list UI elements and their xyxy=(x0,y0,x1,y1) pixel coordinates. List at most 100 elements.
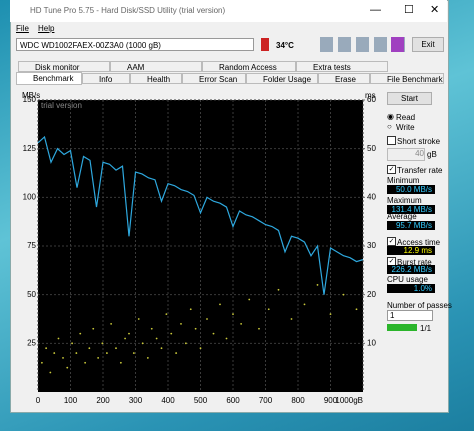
y-tick-label: 125 xyxy=(23,144,37,153)
y2-tick-label: 40 xyxy=(367,192,376,201)
transfer-checkbox[interactable]: ✓ xyxy=(387,165,396,174)
access-point xyxy=(137,318,140,320)
access-point xyxy=(355,308,358,311)
progress-bar xyxy=(387,324,417,331)
access-point xyxy=(141,342,144,345)
tab[interactable]: Health xyxy=(130,73,182,84)
access-point xyxy=(45,347,48,350)
access-point xyxy=(219,303,221,306)
access-point xyxy=(329,313,332,316)
temperature: 34°C xyxy=(276,41,294,50)
min-button[interactable]: — xyxy=(370,4,381,16)
y2-tick-label: 20 xyxy=(367,290,376,299)
access-point xyxy=(101,342,104,345)
write-label: Write xyxy=(396,123,415,132)
access-point xyxy=(84,361,87,364)
access-point xyxy=(290,318,293,320)
access-point xyxy=(71,342,74,345)
tab[interactable]: Benchmark xyxy=(16,72,82,85)
title-bar xyxy=(10,0,447,22)
x-tick-label: 100 xyxy=(64,396,78,405)
x-tick-label: 500 xyxy=(194,396,208,405)
minimum-value: 50.0 MB/s xyxy=(387,185,435,194)
x-tick-label: 400 xyxy=(161,396,175,405)
access-point xyxy=(303,303,306,306)
access-point xyxy=(248,298,251,301)
tab[interactable]: File Benchmark xyxy=(370,73,444,84)
access-point xyxy=(199,347,202,350)
access-point xyxy=(115,347,117,350)
exit-button[interactable]: Exit xyxy=(412,37,444,52)
access-point xyxy=(316,284,319,286)
tab[interactable]: Folder Usage xyxy=(246,73,318,84)
read-radio[interactable]: ◉ xyxy=(387,112,394,121)
access-point xyxy=(267,308,270,311)
tab[interactable]: AAM xyxy=(110,61,202,72)
tab[interactable]: Extra tests xyxy=(296,61,388,72)
tab[interactable]: Disk monitor xyxy=(18,61,110,72)
access-point xyxy=(194,327,197,330)
access-point xyxy=(277,288,280,291)
average-label: Average xyxy=(387,212,417,221)
y-tick-label: 50 xyxy=(27,290,36,299)
close-button[interactable]: ✕ xyxy=(430,4,440,16)
access-point xyxy=(106,352,108,354)
access-point xyxy=(49,371,52,374)
transfer-line xyxy=(37,135,364,295)
access-point xyxy=(206,318,208,320)
access-value: 12.9 ms xyxy=(387,246,435,255)
menu-help[interactable]: Help xyxy=(38,24,55,33)
maximum-value: 131.4 MB/s xyxy=(387,205,435,214)
x-tick-label: 600 xyxy=(226,396,240,405)
tab[interactable]: Random Access xyxy=(202,61,296,72)
y-tick-label: 150 xyxy=(23,95,37,104)
access-point xyxy=(165,313,168,316)
short-stroke-label: Short stroke xyxy=(397,137,441,146)
x-tick-label: 800 xyxy=(291,396,305,405)
y-tick-label: 100 xyxy=(23,192,37,201)
access-point xyxy=(175,352,178,354)
max-button[interactable]: ☐ xyxy=(404,4,414,16)
menu-file[interactable]: File xyxy=(16,24,29,33)
access-point xyxy=(180,322,182,325)
x-tick-label: 700 xyxy=(259,396,273,405)
access-point xyxy=(92,327,95,330)
access-point xyxy=(150,327,153,330)
passes-label: Number of passes xyxy=(387,301,452,310)
x-tick-label: 900 xyxy=(324,396,338,405)
short-stroke-checkbox[interactable] xyxy=(387,136,396,145)
tab[interactable]: Info xyxy=(82,73,130,84)
burst-label: Burst rate xyxy=(397,258,432,267)
y2-tick-label: 60 xyxy=(367,95,376,104)
access-point xyxy=(124,337,126,340)
read-label: Read xyxy=(396,113,416,122)
burst-value: 226.2 MB/s xyxy=(387,265,435,274)
y-tick-label: 25 xyxy=(27,338,36,347)
stroke-size[interactable]: 40 xyxy=(387,148,425,161)
toolbar-icons[interactable] xyxy=(320,37,410,52)
progress-text: 1/1 xyxy=(420,324,432,333)
access-point xyxy=(57,337,60,340)
access-checkbox[interactable]: ✓ xyxy=(387,237,396,246)
access-label: Access time xyxy=(397,238,441,247)
tab[interactable]: Erase xyxy=(318,73,370,84)
passes-value[interactable]: 1 xyxy=(387,310,433,321)
access-point xyxy=(342,293,345,296)
x-tick-label: 200 xyxy=(96,396,110,405)
y2-axis-label: ms xyxy=(365,91,376,100)
access-point xyxy=(240,322,243,325)
drive-select[interactable]: WDC WD1002FAEX-00Z3A0 (1000 gB) xyxy=(16,38,254,51)
write-radio[interactable]: ○ xyxy=(387,122,392,131)
y-tick-label: 75 xyxy=(27,241,36,250)
access-point xyxy=(258,327,260,330)
access-point xyxy=(128,332,130,335)
transfer-label: Transfer rate xyxy=(397,166,443,175)
access-point xyxy=(212,332,215,335)
access-point xyxy=(170,332,173,335)
access-point xyxy=(97,357,100,359)
start-button[interactable]: Start xyxy=(387,92,432,105)
tab[interactable]: Error Scan xyxy=(182,73,246,84)
y2-tick-label: 30 xyxy=(367,241,376,250)
save-icon[interactable] xyxy=(391,37,404,52)
